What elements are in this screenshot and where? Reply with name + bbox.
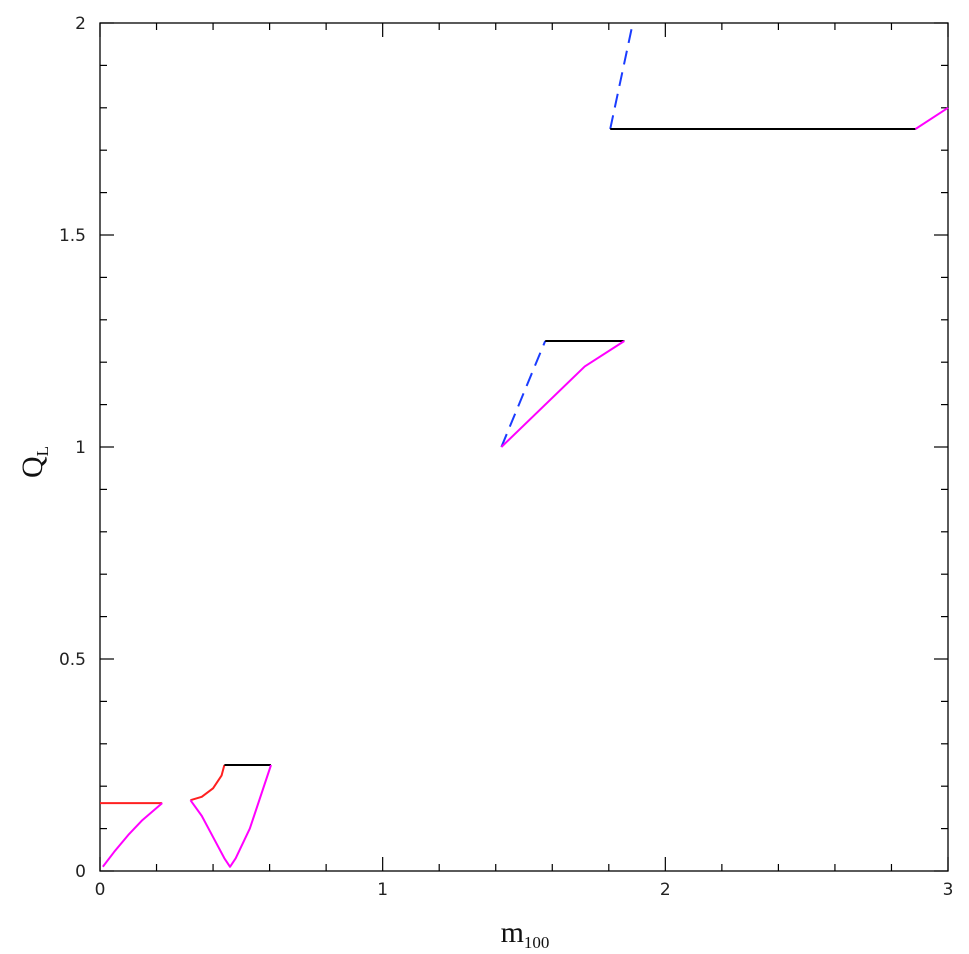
x-tick-label: 3 [943,880,954,900]
x-tick-label: 2 [660,880,671,900]
plot-frame [99,22,949,872]
x-axis-title: m100 [501,916,550,952]
data-line [500,340,625,448]
data-line [500,340,547,448]
y-tick-label: 1.5 [59,226,86,246]
y-tick-label: 0.5 [59,650,86,670]
y-tick-label: 1 [75,438,86,458]
data-line [189,764,272,868]
y-axis-title-subscript: L [33,446,52,456]
y-axis-title-main: Q [16,456,49,478]
y-tick-label: 0 [75,862,86,882]
data-line [609,22,634,130]
x-axis-title-main: m [501,916,524,949]
data-line [190,764,226,802]
x-tick-label: 0 [95,880,106,900]
data-line [914,106,949,130]
x-axis-title-subscript: 100 [524,933,550,952]
y-tick-label: 2 [75,14,86,34]
y-axis-title: QL [16,446,52,478]
x-tick-label: 1 [377,880,388,900]
data-line [102,802,163,868]
